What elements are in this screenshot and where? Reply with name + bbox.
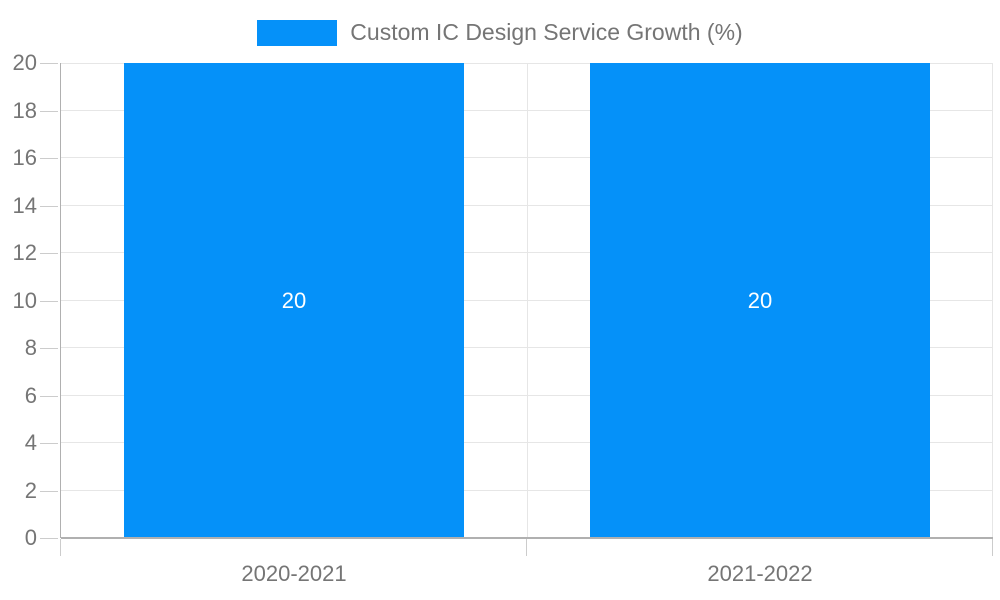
y-tick-label: 0: [24, 525, 37, 550]
y-tick-label: 10: [12, 287, 37, 313]
y-tick-mark: [40, 206, 58, 207]
y-tick-label: 6: [24, 382, 37, 408]
y-tick-label: 12: [12, 240, 37, 265]
y-tick-label: 2: [24, 477, 37, 503]
y-tick-mark: [40, 538, 58, 539]
bar[interactable]: 20: [124, 63, 464, 538]
plot-area: 20 20: [61, 63, 993, 538]
legend-swatch: [257, 19, 338, 46]
y-tick-label: 16: [12, 145, 37, 170]
x-category-label: 2020-2021: [241, 561, 347, 586]
y-tick-mark: [40, 396, 58, 397]
x-tick-mark: [60, 539, 61, 556]
gridline: [527, 63, 528, 538]
y-tick-label: 14: [12, 192, 37, 218]
x-tick-mark: [992, 539, 993, 556]
y-tick-mark: [40, 491, 58, 492]
y-tick-label: 4: [24, 430, 37, 455]
x-tick-mark: [526, 539, 527, 556]
legend-label: Custom IC Design Service Growth (%): [350, 19, 743, 45]
y-tick-mark: [40, 348, 58, 349]
y-tick-label: 8: [24, 335, 37, 360]
gridline: [992, 63, 993, 538]
y-tick-mark: [40, 301, 58, 302]
x-axis-line: [61, 537, 993, 539]
y-tick-mark: [40, 443, 58, 444]
y-axis-line: [60, 63, 61, 538]
y-tick-label: 18: [12, 97, 37, 123]
y-tick-mark: [40, 158, 58, 159]
y-tick-mark: [40, 111, 58, 112]
y-tick-mark: [40, 63, 58, 64]
y-tick-label: 20: [12, 50, 37, 75]
bar-value-label: 20: [747, 287, 773, 313]
y-tick-mark: [40, 253, 58, 254]
x-category-label: 2021-2022: [707, 561, 813, 586]
bar[interactable]: 20: [590, 63, 930, 538]
bar-value-label: 20: [281, 287, 307, 313]
legend: Custom IC Design Service Growth (%): [0, 19, 1000, 46]
